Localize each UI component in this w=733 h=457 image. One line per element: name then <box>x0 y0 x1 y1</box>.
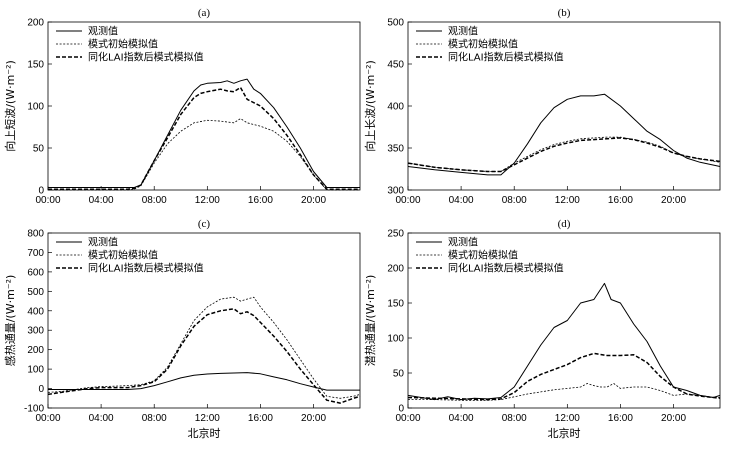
y-tick-label: 0 <box>38 186 44 197</box>
x-tick-label: 04:00 <box>449 413 474 424</box>
legend-entry: 观测值 <box>448 25 478 38</box>
legend-entry: 模式初始模拟值 <box>88 249 158 262</box>
x-tick-label: 04:00 <box>89 195 114 206</box>
legend-entry: 同化LAI指数后模式模拟值 <box>88 51 204 64</box>
y-tick-label: 50 <box>33 144 45 155</box>
panel-3: (d) 0 50 100 150 200 250 00:00 04:00 08:00 12:00 16… <box>363 218 721 440</box>
legend-entry: 同化LAI指数后模式模拟值 <box>448 51 564 64</box>
series-line-0 <box>407 282 721 401</box>
x-tick-label: 04:00 <box>89 413 114 424</box>
y-axis-label: 潜热通量/(W·m⁻²) <box>363 275 377 367</box>
x-tick-label: 04:00 <box>449 195 474 206</box>
panel-0: (a) 0 50 100 150 200 00:00 04:00 08:00 12:00 16:00… <box>3 7 361 206</box>
y-tick-label: 400 <box>387 102 404 113</box>
legend-entry: 模式初始模拟值 <box>448 249 518 262</box>
x-tick-label: 00:00 <box>395 413 420 424</box>
series-line-0 <box>407 93 721 176</box>
series-line-0 <box>48 372 360 391</box>
panel-title: (b) <box>558 7 571 19</box>
x-tick-label: 20:00 <box>301 413 326 424</box>
x-tick-label: 16:00 <box>608 413 633 424</box>
legend-entry: 观测值 <box>88 25 118 38</box>
y-axis-label: 向上短波/(W·m⁻²) <box>3 60 17 152</box>
panel-2: (c) -100 0 100 200 300 400 500 600 700 800 00:00 04:… <box>4 218 361 440</box>
series-line-1 <box>408 383 720 401</box>
y-tick-label: 250 <box>387 229 404 240</box>
y-tick-label: 50 <box>393 369 405 380</box>
y-tick-label: 150 <box>27 60 44 71</box>
y-tick-label: 350 <box>387 144 404 155</box>
y-tick-label: 200 <box>27 18 44 29</box>
series-line-1 <box>47 296 361 399</box>
legend-entry: 观测值 <box>448 236 478 249</box>
y-tick-label: 300 <box>27 326 44 337</box>
y-tick-label: 150 <box>387 299 404 310</box>
series-line-2 <box>407 352 721 401</box>
panel-title: (a) <box>198 7 211 19</box>
x-tick-label: 16:00 <box>608 195 633 206</box>
x-tick-label: 12:00 <box>195 195 220 206</box>
y-tick-label: 500 <box>387 18 404 29</box>
y-tick-label: 0 <box>38 384 44 395</box>
series-line-0 <box>48 78 360 188</box>
series-line-2 <box>407 137 721 173</box>
y-tick-label: 450 <box>387 60 404 71</box>
x-tick-label: 08:00 <box>142 413 167 424</box>
y-tick-label: 100 <box>27 102 44 113</box>
y-tick-label: 200 <box>387 264 404 275</box>
series-line-2 <box>48 86 360 190</box>
panel-title: (d) <box>558 218 571 230</box>
x-tick-label: 12:00 <box>195 413 220 424</box>
x-tick-label: 20:00 <box>661 195 686 206</box>
x-tick-label: 20:00 <box>301 195 326 206</box>
x-tick-label: 16:00 <box>248 195 273 206</box>
y-tick-label: 500 <box>27 287 44 298</box>
y-tick-label: 100 <box>387 334 404 345</box>
x-tick-label: 08:00 <box>502 195 527 206</box>
panel-title: (c) <box>198 218 211 230</box>
series-line-2 <box>47 308 361 404</box>
x-tick-label: 00:00 <box>35 413 60 424</box>
y-tick-label: -100 <box>24 404 44 415</box>
y-axis-label: 向上长波/(W·m⁻²) <box>363 60 377 152</box>
x-tick-label: 08:00 <box>502 413 527 424</box>
legend-entry: 模式初始模拟值 <box>448 38 518 51</box>
y-tick-label: 200 <box>27 345 44 356</box>
x-tick-label: 20:00 <box>661 413 686 424</box>
legend-entry: 模式初始模拟值 <box>88 38 158 51</box>
x-tick-label: 16:00 <box>248 413 273 424</box>
plot-frame <box>407 232 721 409</box>
y-tick-label: 700 <box>27 248 44 259</box>
panel-1: (b) 300 350 400 450 500 00:00 04:00 08:00 12:00 16… <box>363 7 721 206</box>
y-tick-label: 800 <box>27 229 44 240</box>
legend-entry: 同化LAI指数后模式模拟值 <box>88 262 204 275</box>
series-line-1 <box>407 136 721 172</box>
y-tick-label: 100 <box>27 365 44 376</box>
x-tick-label: 00:00 <box>35 195 60 206</box>
x-axis-label: 北京时 <box>188 426 221 440</box>
y-tick-label: 0 <box>398 404 404 415</box>
x-tick-label: 12:00 <box>555 413 580 424</box>
series-line-1 <box>48 118 360 191</box>
y-tick-label: 400 <box>27 306 44 317</box>
x-tick-label: 08:00 <box>142 195 167 206</box>
legend-entry: 同化LAI指数后模式模拟值 <box>448 262 564 275</box>
legend-entry: 观测值 <box>88 236 118 249</box>
y-axis-label: 感热通量/(W·m⁻²) <box>4 275 17 367</box>
plot-frame <box>47 232 361 409</box>
x-tick-label: 00:00 <box>395 195 420 206</box>
x-axis-label: 北京时 <box>548 426 581 440</box>
y-tick-label: 300 <box>387 186 404 197</box>
x-tick-label: 12:00 <box>555 195 580 206</box>
y-tick-label: 600 <box>27 267 44 278</box>
